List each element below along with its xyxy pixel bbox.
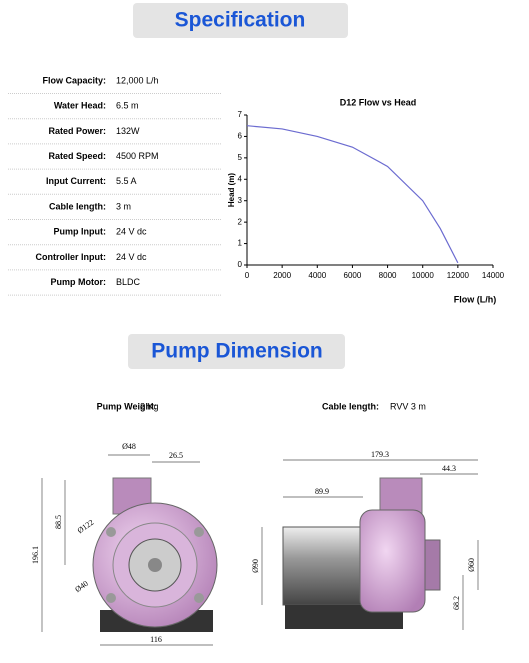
banner: Pump Dimension bbox=[151, 340, 323, 363]
spec-value: 4500 RPM bbox=[116, 151, 159, 161]
dimension-label: 116 bbox=[150, 635, 162, 644]
side-view bbox=[282, 477, 441, 629]
spec-label: Pump Motor: bbox=[51, 277, 107, 287]
y-tick-label: 2 bbox=[238, 217, 243, 226]
spec-label: Cable length: bbox=[49, 201, 106, 211]
info-value: RVV 3 m bbox=[390, 401, 426, 411]
spec-label: Rated Speed: bbox=[48, 151, 106, 161]
spec-label: Controller Input: bbox=[36, 252, 107, 262]
banner-box bbox=[133, 3, 348, 38]
spec-value: 5.5 A bbox=[116, 176, 137, 186]
dimension-lines bbox=[41, 454, 479, 646]
dimension-label: 179.3 bbox=[371, 450, 389, 459]
spec-value: 3 m bbox=[116, 201, 131, 211]
spec-value: 12,000 L/h bbox=[116, 75, 159, 85]
x-tick-label: 2000 bbox=[273, 271, 291, 280]
info-label: Pump Weight: bbox=[97, 401, 157, 411]
y-axis-label: Head (m) bbox=[227, 173, 236, 208]
info-label: Cable length: bbox=[322, 401, 379, 411]
x-tick-label: 14000 bbox=[482, 271, 505, 280]
dimension-label: Ø60 bbox=[467, 558, 476, 572]
x-axis-label: Flow (L/h) bbox=[454, 294, 497, 304]
x-tick-label: 10000 bbox=[412, 271, 435, 280]
banner: Specification bbox=[175, 9, 306, 32]
y-tick-label: 4 bbox=[238, 174, 243, 183]
dimension-label: Ø40 bbox=[73, 579, 89, 594]
dimension-label: 89.9 bbox=[315, 487, 329, 496]
y-tick-label: 0 bbox=[238, 260, 243, 269]
info-value: 2 Kg bbox=[140, 401, 159, 411]
spec-label: Flow Capacity: bbox=[42, 75, 106, 85]
dimension-label: 196.1 bbox=[31, 546, 40, 564]
curve bbox=[246, 125, 459, 264]
front-view bbox=[92, 477, 218, 632]
y-tick-label: 1 bbox=[238, 239, 243, 248]
dimension-label: 68.2 bbox=[452, 596, 461, 610]
spec-value: 132W bbox=[116, 126, 140, 136]
dimension-label: 88.5 bbox=[54, 515, 63, 529]
spec-value: 6.5 m bbox=[116, 101, 139, 111]
x-tick-label: 4000 bbox=[308, 271, 326, 280]
y-tick-label: 6 bbox=[238, 132, 243, 141]
spec-value: 24 V dc bbox=[116, 252, 147, 262]
dimension-label: Ø48 bbox=[122, 442, 136, 451]
x-tick-label: 6000 bbox=[344, 271, 362, 280]
dimension-label: 44.3 bbox=[442, 464, 456, 473]
x-tick-label: 8000 bbox=[379, 271, 397, 280]
dimension-label: Ø90 bbox=[251, 559, 260, 573]
spec-label: Pump Input: bbox=[54, 227, 107, 237]
spec-value: 24 V dc bbox=[116, 227, 147, 237]
y-tick-label: 3 bbox=[238, 196, 243, 205]
spec-label: Water Head: bbox=[54, 101, 106, 111]
dimension-label: 26.5 bbox=[169, 451, 183, 460]
x-tick-label: 12000 bbox=[447, 271, 470, 280]
x-tick-label: 0 bbox=[245, 271, 250, 280]
chart-title: D12 Flow vs Head bbox=[340, 97, 417, 107]
spec-label: Input Current: bbox=[46, 176, 106, 186]
banner-box bbox=[128, 334, 345, 369]
dimension-label: Ø122 bbox=[76, 518, 96, 536]
spec-value: BLDC bbox=[116, 277, 141, 287]
spec-label: Rated Power: bbox=[48, 126, 106, 136]
y-tick-label: 7 bbox=[238, 110, 243, 119]
y-tick-label: 5 bbox=[238, 153, 243, 162]
